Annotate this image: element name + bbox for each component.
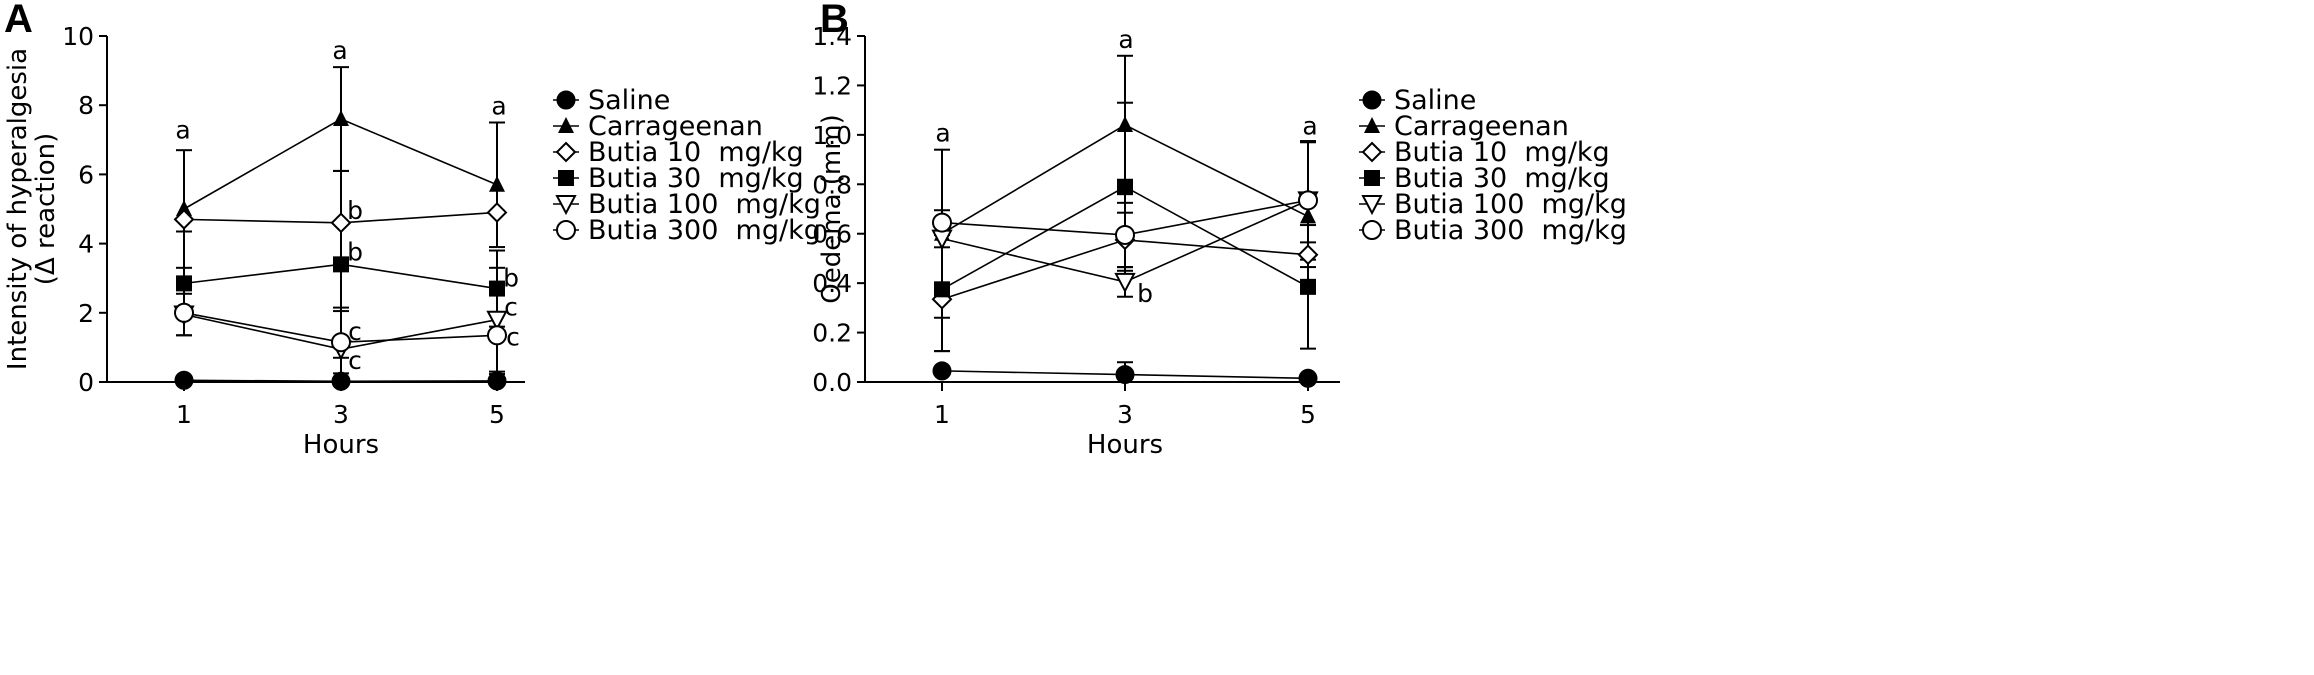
significance-letter: c xyxy=(504,293,518,322)
significance-letter: a xyxy=(175,116,190,145)
data-point-butia-300-mg-kg xyxy=(1115,224,1135,245)
data-point-carrageenan xyxy=(1117,115,1133,132)
data-point-saline xyxy=(331,371,351,391)
legend-label: Butia 10 mg/kg xyxy=(1394,137,1610,168)
data-point-carrageenan xyxy=(489,175,505,192)
significance-letter: c xyxy=(348,317,362,346)
panel-a: A 0 2 4 6 8 10 1 3 5 Hours Intensity of hyperalgesi… xyxy=(3,0,821,460)
y-tick-label: 0.2 xyxy=(812,319,852,348)
legend-marker xyxy=(558,117,574,133)
data-point-carrageenan xyxy=(176,200,192,216)
legend-marker xyxy=(556,90,576,110)
x-tick-label: 3 xyxy=(333,400,349,429)
y-tick-label: 1.4 xyxy=(812,22,852,51)
significance-letter: a xyxy=(935,119,950,148)
data-point-butia-300-mg-kg xyxy=(932,212,952,233)
legend-label: Saline xyxy=(1394,85,1476,116)
legend-label: Butia 100 mg/kg xyxy=(588,189,821,220)
data-point-butia-300-mg-kg xyxy=(174,302,194,323)
legend-marker xyxy=(555,141,577,163)
data-point-butia-10-mg-kg xyxy=(173,208,195,230)
legend-marker xyxy=(1364,117,1380,133)
data-point-butia-10-mg-kg xyxy=(486,202,508,223)
significance-letter: a xyxy=(491,92,506,121)
x-axis-title: Hours xyxy=(1087,430,1163,460)
data-point-butia-30-mg-kg xyxy=(1300,278,1316,295)
data-point-butia-30-mg-kg xyxy=(333,256,349,273)
data-point-butia-30-mg-kg xyxy=(934,281,950,298)
data-point-butia-10-mg-kg xyxy=(1297,244,1319,266)
significance-letter: c xyxy=(506,322,520,351)
data-point-saline xyxy=(932,361,952,381)
significance-letter: c xyxy=(348,346,362,375)
y-tick-label: 1.0 xyxy=(812,121,852,150)
data-point-carrageenan xyxy=(1300,207,1316,224)
legend-label: Saline xyxy=(588,85,670,116)
x-tick-label: 1 xyxy=(176,400,192,429)
y-tick-label: 0.0 xyxy=(812,368,852,397)
significance-letter: b xyxy=(347,237,363,266)
x-tick-label: 5 xyxy=(489,400,505,429)
data-point-carrageenan xyxy=(333,110,349,127)
data-point-butia-30-mg-kg xyxy=(176,275,192,292)
legend-label: Butia 30 mg/kg xyxy=(1394,163,1610,194)
y-tick-label: 6 xyxy=(78,160,94,189)
x-tick-label: 3 xyxy=(1117,400,1133,429)
legend-label: Carrageenan xyxy=(588,111,763,142)
legend-label: Butia 300 mg/kg xyxy=(1394,215,1627,246)
legend-marker xyxy=(555,195,577,216)
data-point-butia-30-mg-kg xyxy=(1117,178,1133,195)
data-point-butia-300-mg-kg xyxy=(331,332,351,353)
legend-label: Carrageenan xyxy=(1394,111,1569,142)
data-point-saline xyxy=(487,371,507,391)
panel-letter: A xyxy=(4,0,33,41)
y-tick-label: 4 xyxy=(78,230,94,259)
y-tick-label: 0.4 xyxy=(812,269,852,298)
legend-marker xyxy=(1362,220,1382,240)
data-point-butia-100-mg-kg xyxy=(1114,272,1136,294)
x-axis-title: Hours xyxy=(303,430,379,460)
legend-label: Butia 300 mg/kg xyxy=(588,215,821,246)
data-point-butia-300-mg-kg xyxy=(1298,190,1318,211)
legend-marker xyxy=(1364,170,1380,186)
x-tick-label: 1 xyxy=(934,400,950,429)
legend-marker xyxy=(556,220,576,240)
significance-letter: a xyxy=(332,36,347,65)
significance-letter: a xyxy=(1302,111,1317,140)
significance-letter: b xyxy=(1137,279,1153,308)
y-axis-title: (Δ reaction) xyxy=(31,133,61,285)
legend-label: Butia 10 mg/kg xyxy=(588,137,804,168)
y-tick-label: 2 xyxy=(78,299,94,328)
significance-letter: b xyxy=(503,264,519,293)
y-tick-label: 8 xyxy=(78,91,94,120)
significance-letter: b xyxy=(347,196,363,225)
data-point-butia-30-mg-kg xyxy=(489,280,505,297)
y-tick-label: 0 xyxy=(78,368,94,397)
legend-marker xyxy=(1362,90,1382,110)
legend-marker xyxy=(558,170,574,186)
y-tick-label: 0.6 xyxy=(812,220,852,249)
data-point-butia-100-mg-kg xyxy=(486,310,508,331)
significance-letter: a xyxy=(1118,25,1133,54)
data-point-saline xyxy=(1115,365,1135,385)
panel-letter: B xyxy=(820,0,849,41)
y-tick-label: 10 xyxy=(62,22,94,51)
data-point-saline xyxy=(174,370,194,390)
legend-label: Butia 30 mg/kg xyxy=(588,163,804,194)
data-point-butia-300-mg-kg xyxy=(487,325,507,346)
legend-marker xyxy=(1361,141,1383,163)
legend-marker xyxy=(1361,195,1383,216)
x-tick-label: 5 xyxy=(1300,400,1316,429)
data-point-butia-10-mg-kg xyxy=(330,212,352,234)
panel-b: B 0.0 0.2 0.4 0.6 0.8 1.0 1.2 1.4 1 3 5 Hours Oedema … xyxy=(812,0,1627,460)
y-tick-label: 0.8 xyxy=(812,170,852,199)
y-axis-title: Intensity of hyperalgesia xyxy=(3,48,33,370)
legend-label: Butia 100 mg/kg xyxy=(1394,189,1627,220)
data-point-saline xyxy=(1298,368,1318,388)
y-axis-title: Oedema (mm) xyxy=(817,114,847,303)
y-tick-label: 1.2 xyxy=(812,71,852,100)
